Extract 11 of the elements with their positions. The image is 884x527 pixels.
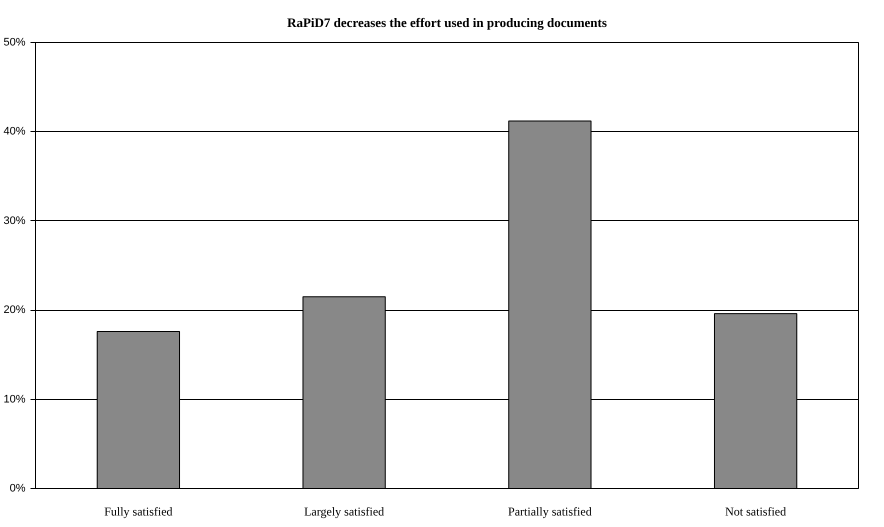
chart-title: RaPiD7 decreases the effort used in producing documents — [287, 15, 607, 30]
y-tick-label: 10% — [3, 393, 26, 406]
x-tick-label: Largely satisfied — [304, 504, 384, 518]
y-tick-label: 20% — [3, 304, 26, 316]
y-tick-label: 50% — [3, 36, 26, 48]
x-tick-label: Not satisfied — [725, 504, 786, 518]
x-tick-label: Fully satisfied — [104, 504, 173, 518]
x-tick-label: Partially satisfied — [508, 504, 592, 518]
y-tick-label: 0% — [10, 482, 26, 494]
y-tick-label: 30% — [3, 214, 26, 227]
y-tick-label: 40% — [3, 126, 26, 138]
